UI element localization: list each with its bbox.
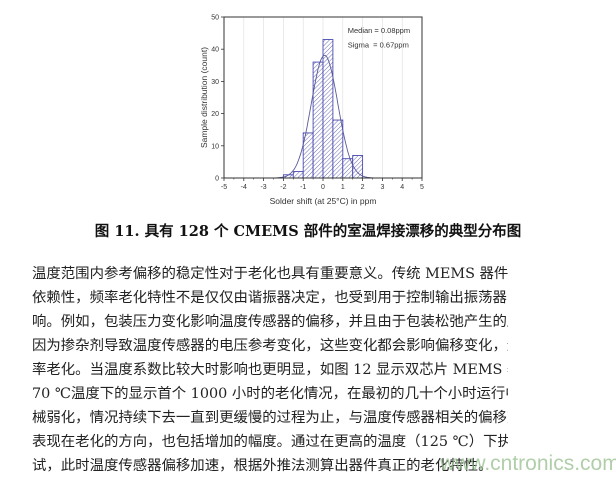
paragraph-line: 70 ℃温度下的显示首个 1000 小时的老化情况，在最初的几十个小时运行中出现…: [32, 386, 508, 402]
x-tick-label: -5: [221, 184, 227, 191]
x-tick-label: -2: [280, 184, 286, 191]
body-paragraph: 温度范围内参考偏移的稳定性对于老化也具有重要意义。传统 MEMS 器件有较大的温…: [32, 262, 508, 478]
x-tick-label: -3: [260, 184, 266, 191]
median-annotation: Median = 0.08ppm: [348, 26, 410, 35]
x-tick-label: 5: [420, 184, 424, 191]
x-tick-label: 2: [361, 184, 365, 191]
x-tick-label: 1: [341, 184, 345, 191]
bars: [282, 39, 364, 179]
histogram-bar: [332, 119, 344, 179]
y-axis-label: Sample distribution (count): [199, 47, 209, 148]
x-tick-label: 4: [400, 184, 404, 191]
y-tick-label: 10: [211, 143, 219, 150]
paragraph-line: 表现在老化的方向，也包括增加的幅度。通过在更高的温度（125 ℃）下执行相同的测: [32, 434, 508, 450]
x-tick-label: 3: [380, 184, 384, 191]
histogram-bar: [292, 171, 304, 179]
y-tick-label: 50: [211, 15, 219, 22]
figure-caption: 图 11. 具有 128 个 CMEMS 部件的室温焊接漂移的典型分布图: [94, 223, 522, 240]
paragraph-line: 因为掺杂剂导致温度传感器的电压参考变化，这些变化都会影响偏移变化，进而影响到频: [32, 338, 508, 354]
gaussian-fit-curve: [263, 54, 387, 179]
paragraph-line: 响。例如，包装压力变化影响温度传感器的偏移，并且由于包装松弛产生的压力变化或者: [32, 314, 508, 330]
y-tick-label: 30: [211, 79, 219, 86]
paragraph-line: 温度范围内参考偏移的稳定性对于老化也具有重要意义。传统 MEMS 器件有较大的温…: [32, 266, 508, 282]
paragraph-line: 械弱化，情况持续下去一直到更缓慢的过程为止，与温度传感器相关的偏移变化，不仅仅: [32, 410, 508, 426]
x-tick-label: -1: [300, 184, 306, 191]
paragraph-line: 率老化。当温度系数比较大时影响也更明显，如图 12 显示双芯片 MEMS 器件影…: [32, 362, 508, 378]
paragraph-line: 试，此时温度传感器偏移加速，根据外推法测算出器件真正的老化特性。: [32, 458, 493, 474]
paragraph-line: 依赖性，频率老化特性不是仅仅由谐振器决定，也受到用于控制输出振荡器的所有器件影: [32, 290, 508, 306]
y-tick-label: 40: [211, 47, 219, 54]
watermark-logo: www.cntronics.com: [440, 452, 616, 475]
sigma-annotation: Sigma = 0.67ppm: [348, 41, 409, 50]
x-tick-label: 0: [321, 184, 325, 191]
histogram-bar: [352, 155, 364, 179]
y-tick-label: 0: [215, 176, 219, 183]
histogram-bar: [312, 61, 324, 179]
x-tick-label: -4: [241, 184, 247, 191]
y-tick-label: 20: [211, 111, 219, 118]
x-axis-label: Solder shift (at 25°C) in ppm: [270, 196, 377, 206]
